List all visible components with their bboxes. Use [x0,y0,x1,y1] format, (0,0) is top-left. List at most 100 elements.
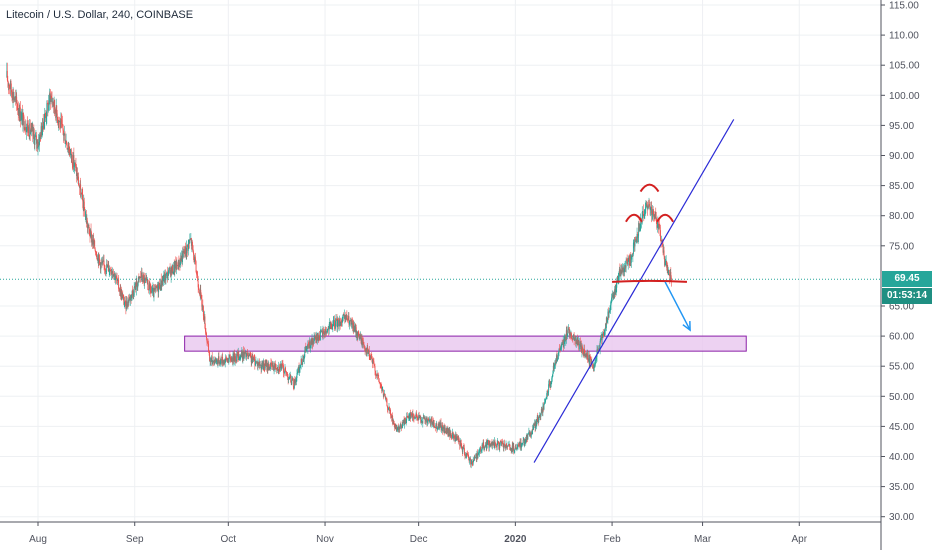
candle-body [615,289,617,293]
candle-body [59,121,61,123]
neckline[interactable] [612,279,688,283]
candle-body [484,446,486,448]
y-tick-label: 40.00 [889,452,914,463]
candle-body [100,262,102,270]
candle-body [456,436,458,438]
candle-body [15,96,17,98]
candle-body [669,272,671,281]
candle-body [38,141,39,147]
candle-body [106,263,108,272]
candle-body [143,275,145,278]
candle-body [542,405,544,410]
candle-body [549,384,551,387]
candle-body [599,341,601,350]
candle-body [90,229,92,234]
candle-body [471,462,473,464]
current-price-label: 69.45 [882,271,932,288]
candle-body [205,331,207,334]
ascending-trendline[interactable] [533,119,735,463]
candle-body [40,134,42,139]
candle-body [608,311,610,318]
candle-body [162,280,164,282]
candle-body [573,334,575,336]
left-shoulder-marker[interactable] [625,213,643,223]
candle-body [289,375,291,379]
candle-body [262,362,264,364]
candle-body [552,373,554,377]
candle-body [551,376,553,379]
candle-body [116,276,117,279]
candle-body [397,427,399,431]
candle-body [650,207,652,211]
support-zone[interactable] [184,335,747,352]
candle-body [574,340,576,341]
candle-body [432,422,434,426]
candle-body [14,98,16,101]
candle-body [509,444,511,447]
candle-body [177,265,179,270]
candle-body [606,317,608,323]
candle-body [610,302,612,306]
candle-body [280,365,282,369]
candle-body [259,361,260,366]
candle-body [583,349,585,356]
candle-body [112,273,114,277]
candle-body [299,366,301,369]
candle-body [645,207,647,209]
candle-body [614,288,616,293]
candle-body [363,342,364,345]
candle-body [399,426,401,430]
candle-body [125,301,127,309]
candle-body [57,120,59,122]
candle-body [228,358,230,363]
candle-body [365,348,367,352]
candle-body [642,211,644,216]
candle-body [525,437,527,442]
candle-body [553,364,555,368]
candle-body [63,130,64,136]
candle-body [82,194,84,202]
candle-body [226,359,228,361]
projection-arrow[interactable] [664,281,691,331]
head-marker[interactable] [639,183,660,193]
candle-body [232,361,233,363]
candle-body [636,241,637,243]
candle-body [640,218,642,228]
candle-body [633,242,635,247]
candle-body [635,239,636,241]
candle-body [388,407,389,410]
candle-body [303,359,305,362]
candle-body [187,245,189,251]
candle-body [430,418,432,426]
candle-body [426,418,428,423]
candle-body [261,367,263,370]
candle-body [54,99,56,110]
candle-body [548,383,550,385]
candle-body [464,454,466,456]
candle-body [472,460,474,464]
candle-body [323,331,325,335]
candle-body [147,284,149,290]
candle-body [247,354,249,357]
candle-body [525,437,527,442]
candle-body [485,442,487,449]
candle-body [101,262,103,264]
right-shoulder-marker[interactable] [656,213,674,223]
candle-body [494,441,496,448]
candle-body [428,420,430,422]
candle-body [230,360,232,362]
candle-body [445,428,447,433]
candle-body [623,267,624,273]
candle-body [306,346,308,349]
candle-body [349,320,351,322]
candle-body [318,334,320,340]
candle-body [275,368,277,370]
candle-body [163,274,165,282]
candle-body [329,323,331,325]
candle-body [379,382,381,385]
candle-body [145,278,147,281]
candle-body [387,408,389,410]
candle-body [481,449,483,451]
candle-body [267,363,269,370]
